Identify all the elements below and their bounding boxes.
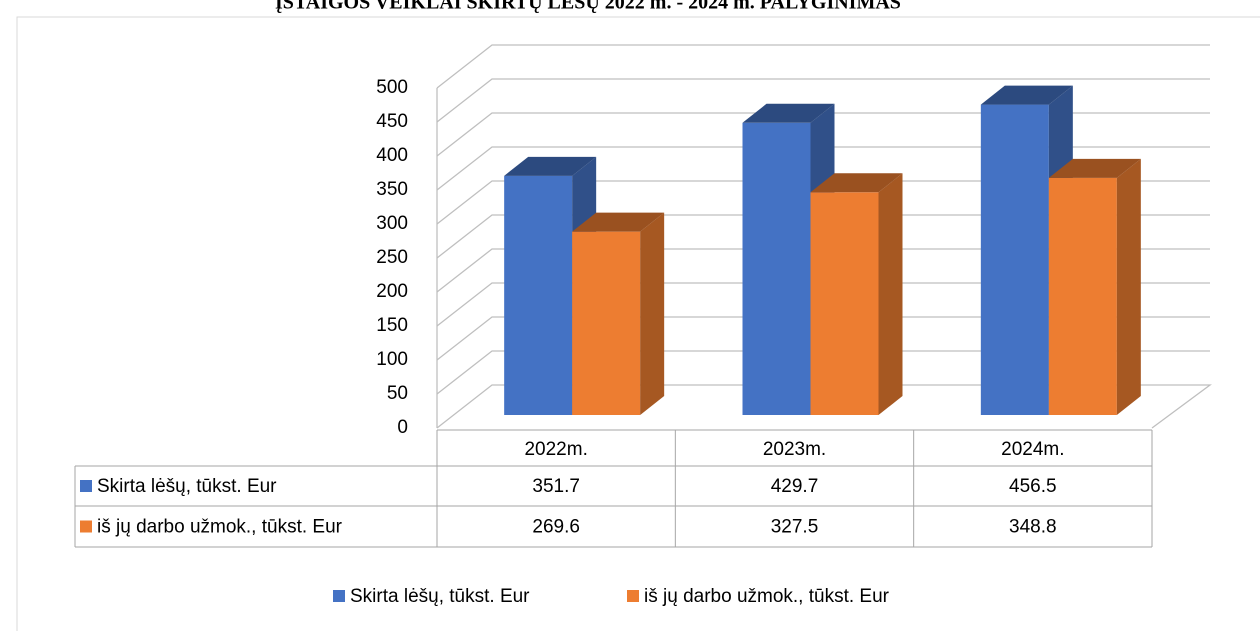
legend-swatch (627, 590, 639, 602)
table-legend-swatch (80, 480, 92, 492)
grid-line (436, 78, 1210, 123)
x-tick-label: 2024m. (1001, 439, 1064, 460)
y-tick-label: 350 (376, 179, 408, 200)
bar-front (1048, 177, 1117, 415)
y-tick-label: 450 (376, 111, 408, 132)
y-tick-label: 50 (387, 383, 408, 404)
y-tick-label: 300 (376, 213, 408, 234)
bar (572, 212, 665, 415)
bar-front (572, 231, 641, 415)
bar-top (810, 173, 903, 193)
bar-front (810, 192, 879, 415)
bar-top (504, 156, 597, 176)
bar-front (742, 122, 811, 415)
bar-side (1116, 158, 1141, 416)
y-tick-label: 250 (376, 247, 408, 268)
y-tick-label: 0 (397, 417, 408, 438)
table-legend-swatch (80, 520, 92, 533)
chart-frame (16, 16, 1260, 631)
chart-title: ĮSTAIGOS VEIKLAI SKIRTŲ LĖŠŲ 2022 m. - 2… (275, 0, 901, 14)
grid-line (436, 180, 1210, 225)
y-tick-label: 150 (376, 315, 408, 336)
table-row-label: iš jų darbo užmok., tūkst. Eur (97, 517, 343, 538)
legend-swatch (333, 590, 345, 602)
table-value: 351.7 (532, 476, 580, 497)
x-tick-label: 2023m. (763, 439, 826, 460)
y-tick-label: 400 (376, 145, 408, 166)
bar-top (742, 103, 835, 123)
bar-front (980, 104, 1049, 415)
bar-front (504, 175, 573, 415)
legend-label: iš jų darbo užmok., tūkst. Eur (644, 586, 890, 607)
legend-label: Skirta lėšų, tūkst. Eur (350, 586, 530, 607)
y-tick-label: 200 (376, 281, 408, 302)
y-tick-label: 500 (376, 77, 408, 98)
table-value: 456.5 (1009, 476, 1057, 497)
grid-line (436, 214, 1210, 259)
grid-line (436, 44, 1210, 89)
bar-top (572, 212, 665, 232)
table-value: 269.6 (532, 517, 580, 538)
table-value: 327.5 (771, 517, 819, 538)
table-value: 429.7 (771, 476, 819, 497)
y-tick-label: 100 (376, 349, 408, 370)
bar-top (1048, 158, 1141, 178)
x-tick-label: 2022m. (524, 439, 587, 460)
bar-top (980, 85, 1073, 105)
grid-line (436, 282, 1210, 327)
table-value: 348.8 (1009, 517, 1057, 538)
bar (810, 173, 903, 415)
grid-line (436, 316, 1210, 361)
bar-side (878, 173, 903, 415)
table-row-label: Skirta lėšų, tūkst. Eur (97, 476, 277, 497)
grid-line (436, 112, 1210, 157)
grid-line (436, 146, 1210, 191)
bar-side (640, 212, 665, 415)
bar (1048, 158, 1141, 416)
grid-line (436, 248, 1210, 293)
grid-line (436, 350, 1210, 395)
